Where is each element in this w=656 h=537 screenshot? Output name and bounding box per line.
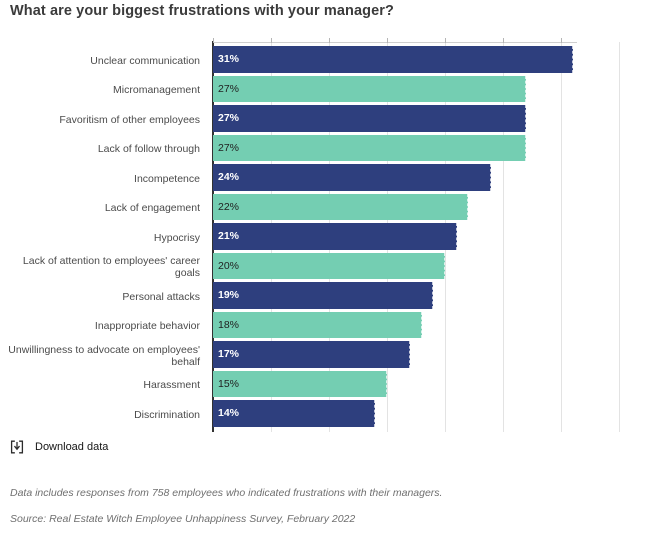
category-labels: Unclear communication Micromanagement Favo…: [0, 42, 207, 432]
value-label: 17%: [218, 348, 240, 361]
bar: 21%: [213, 223, 457, 250]
category-label: Harassment: [143, 379, 200, 392]
category-label: Unclear communication: [90, 54, 200, 67]
axis-tick: [445, 38, 446, 43]
top-axis-line: [213, 42, 577, 43]
bar-chart: Unclear communication Micromanagement Favo…: [0, 38, 656, 432]
value-label: 31%: [218, 53, 240, 66]
bar: 31%: [213, 46, 573, 73]
value-label: 22%: [218, 200, 240, 213]
footnote: Data includes responses from 758 employe…: [10, 487, 443, 499]
category-label: Micromanagement: [113, 84, 200, 97]
download-icon: [10, 440, 24, 454]
value-label: 27%: [218, 141, 240, 154]
bar-row: 24%: [213, 164, 492, 191]
category-label: Lack of attention to employees' career g…: [22, 255, 200, 280]
bar-row: 21%: [213, 223, 457, 250]
value-label: 20%: [218, 259, 240, 272]
axis-tick: [503, 38, 504, 43]
value-label: 27%: [218, 82, 240, 95]
bar-row: 27%: [213, 75, 527, 102]
category-label: Inappropriate behavior: [94, 320, 200, 333]
bar: 27%: [213, 134, 527, 161]
axis-tick: [387, 38, 388, 43]
bar-row: 27%: [213, 134, 527, 161]
bar: 19%: [213, 282, 434, 309]
value-label: 18%: [218, 318, 240, 331]
value-label: 27%: [218, 112, 240, 125]
bar: 20%: [213, 252, 445, 279]
axis-tick: [271, 38, 272, 43]
value-label: 15%: [218, 377, 240, 390]
plot-area: 31% 27% 27% 27% 24% 22% 21% 20% 19% 18% 17% 15% 14%: [212, 38, 633, 432]
value-label: 14%: [218, 407, 240, 420]
bar-row: 31%: [213, 46, 573, 73]
chart-title: What are your biggest frustrations with …: [10, 3, 394, 19]
category-label: Hypocrisy: [153, 231, 200, 244]
axis-tick: [329, 38, 330, 43]
bar-row: 18%: [213, 311, 422, 338]
bar-row: 20%: [213, 252, 445, 279]
bar-row: 15%: [213, 370, 387, 397]
bar-row: 14%: [213, 400, 376, 427]
axis-tick: [561, 38, 562, 43]
category-label: Favoritism of other employees: [59, 113, 200, 126]
value-label: 21%: [218, 230, 240, 243]
bar: 22%: [213, 193, 469, 220]
bar-row: 27%: [213, 105, 527, 132]
bar-row: 17%: [213, 341, 411, 368]
bar: 18%: [213, 311, 422, 338]
download-data-button[interactable]: Download data: [10, 440, 108, 454]
gridline: [561, 42, 562, 432]
bar: 27%: [213, 105, 527, 132]
category-label: Personal attacks: [122, 290, 200, 303]
value-label: 24%: [218, 171, 240, 184]
bar: 17%: [213, 341, 411, 368]
bar-row: 22%: [213, 193, 469, 220]
source-note: Source: Real Estate Witch Employee Unhap…: [10, 513, 356, 525]
gridline: [619, 42, 620, 432]
gridline: [503, 42, 504, 432]
download-label: Download data: [35, 441, 109, 453]
category-label: Discrimination: [134, 408, 200, 421]
bar: 14%: [213, 400, 376, 427]
bar-row: 19%: [213, 282, 434, 309]
axis-tick: [213, 38, 214, 43]
value-label: 19%: [218, 289, 240, 302]
category-label: Incompetence: [134, 172, 200, 185]
category-label: Unwillingness to advocate on employees' …: [8, 343, 200, 368]
bar: 27%: [213, 75, 527, 102]
category-label: Lack of engagement: [104, 202, 200, 215]
category-label: Lack of follow through: [97, 143, 200, 156]
bar: 15%: [213, 370, 387, 397]
bar: 24%: [213, 164, 492, 191]
